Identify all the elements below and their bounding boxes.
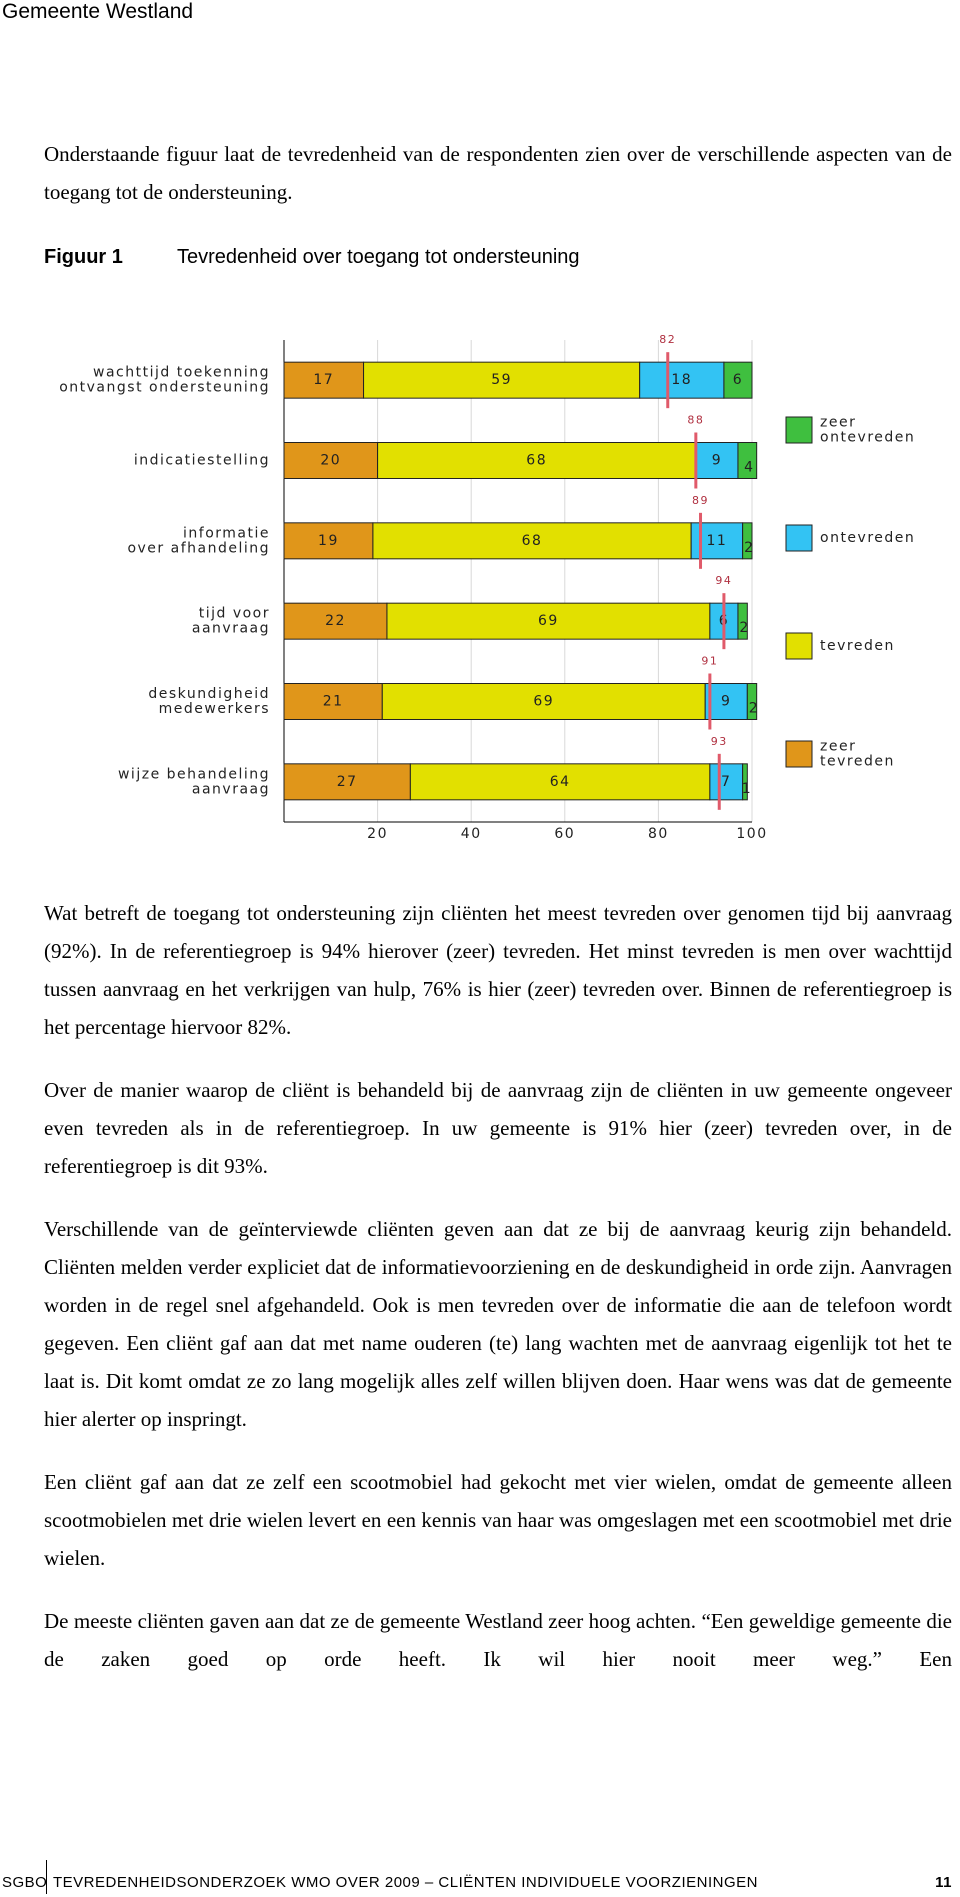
- reference-label: 91: [701, 655, 718, 668]
- category-label: wachttijd toekenning ontvangst ondersteun…: [59, 365, 270, 396]
- data-label: 4: [744, 460, 754, 476]
- bar-segment: [742, 522, 753, 560]
- footer-title: TEVREDENHEIDSONDERZOEK WMO OVER 2009 – C…: [53, 1874, 758, 1891]
- bar-segment: [742, 763, 748, 801]
- reference-label: 94: [715, 574, 732, 587]
- chart: 20 40 60 80 100 wachttijd toekenning ontvangst…: [59, 333, 915, 842]
- data-label: 2: [739, 620, 749, 636]
- bar-segment: [381, 683, 706, 720]
- data-label: 21: [323, 694, 344, 710]
- data-label: 18: [671, 372, 692, 388]
- data-label: 9: [721, 694, 731, 710]
- data-label: 59: [491, 372, 512, 388]
- data-label: 68: [526, 453, 547, 469]
- reference-label: 93: [711, 735, 728, 748]
- reference-label: 82: [659, 333, 676, 346]
- bar-segment: [704, 683, 748, 720]
- paragraph: De meeste cliënten gaven aan dat ze de g…: [44, 1609, 952, 1671]
- bar-segment: [723, 361, 753, 399]
- data-label: 19: [318, 533, 339, 549]
- reference-label: 89: [692, 494, 709, 507]
- bar-segment: [377, 442, 697, 479]
- intro: Onderstaande figuur laat de tevredenheid…: [44, 142, 952, 204]
- bar-segment: [737, 442, 758, 479]
- legend-swatch: [785, 740, 813, 768]
- figure-label: Figuur 1: [44, 246, 123, 268]
- footer-org: SGBO: [2, 1874, 48, 1891]
- data-label: 64: [550, 774, 571, 790]
- data-label: 2: [744, 540, 754, 556]
- bar-segment: [709, 763, 744, 801]
- bar-segment: [283, 361, 365, 399]
- bar-segment: [363, 361, 641, 399]
- reference-label: 88: [687, 414, 704, 427]
- x-tick-label: 80: [648, 826, 669, 842]
- data-label: 20: [320, 453, 341, 469]
- x-tick-label: 100: [736, 826, 767, 842]
- bar-segment: [737, 602, 748, 640]
- data-label: 27: [337, 774, 358, 790]
- bar-segment: [283, 602, 388, 640]
- data-label: 1: [742, 781, 752, 797]
- page-number: 11: [935, 1874, 952, 1891]
- data-label: 22: [325, 613, 346, 629]
- category-label: informatie over afhandeling: [127, 525, 270, 556]
- bar-segment: [695, 442, 739, 479]
- category-label: wijze behandeling aanvraag: [118, 766, 270, 797]
- legend-label: zeer ontevreden: [820, 415, 915, 446]
- category-label: deskundigheid medewerkers: [148, 686, 270, 717]
- data-label: 68: [522, 533, 543, 549]
- data-label: 6: [733, 372, 743, 388]
- data-label: 69: [538, 613, 559, 629]
- legend-label: tevreden: [820, 638, 895, 654]
- paragraph: Wat betreft de toegang tot ondersteuning…: [44, 901, 952, 1039]
- category-label: indicatiestelling: [134, 453, 270, 469]
- legend-label: ontevreden: [820, 530, 915, 546]
- bar-segment: [639, 361, 725, 399]
- legend-swatch: [785, 632, 813, 660]
- bar-segment: [386, 602, 711, 640]
- x-tick-label: 40: [461, 826, 482, 842]
- paragraph: Over de manier waarop de cliënt is behan…: [44, 1078, 952, 1178]
- category-label: tijd voor aanvraag: [192, 606, 270, 637]
- data-label: 17: [313, 372, 334, 388]
- legend-swatch: [785, 524, 813, 552]
- bar-segment: [409, 763, 711, 801]
- header-title: Gemeente Westland: [2, 0, 194, 23]
- body-text: Wat betreft de toegang tot ondersteuning…: [0, 894, 952, 1703]
- bar-segment: [283, 683, 383, 720]
- bar-segment: [283, 763, 411, 801]
- bar-segment: [372, 522, 692, 560]
- figure-title: Tevredenheid over toegang tot ondersteun…: [177, 246, 580, 268]
- data-label: 9: [712, 453, 722, 469]
- data-label: 7: [721, 774, 731, 790]
- x-tick-label: 20: [367, 826, 388, 842]
- data-label: 11: [706, 533, 727, 549]
- data-label: 2: [749, 701, 759, 717]
- legend-swatch: [785, 416, 813, 444]
- footer-rule: [46, 1860, 47, 1894]
- x-tick-label: 60: [554, 826, 575, 842]
- paragraph: Verschillende van de geïnterviewde cliën…: [44, 1217, 952, 1431]
- bar-segment: [746, 683, 758, 720]
- data-label: 69: [533, 694, 554, 710]
- figure-caption: Figuur 1 Tevredenheid over toegang tot on…: [44, 246, 580, 269]
- legend-label: zeer tevreden: [820, 739, 895, 770]
- paragraph: Een cliënt gaf aan dat ze zelf een scoot…: [44, 1470, 952, 1570]
